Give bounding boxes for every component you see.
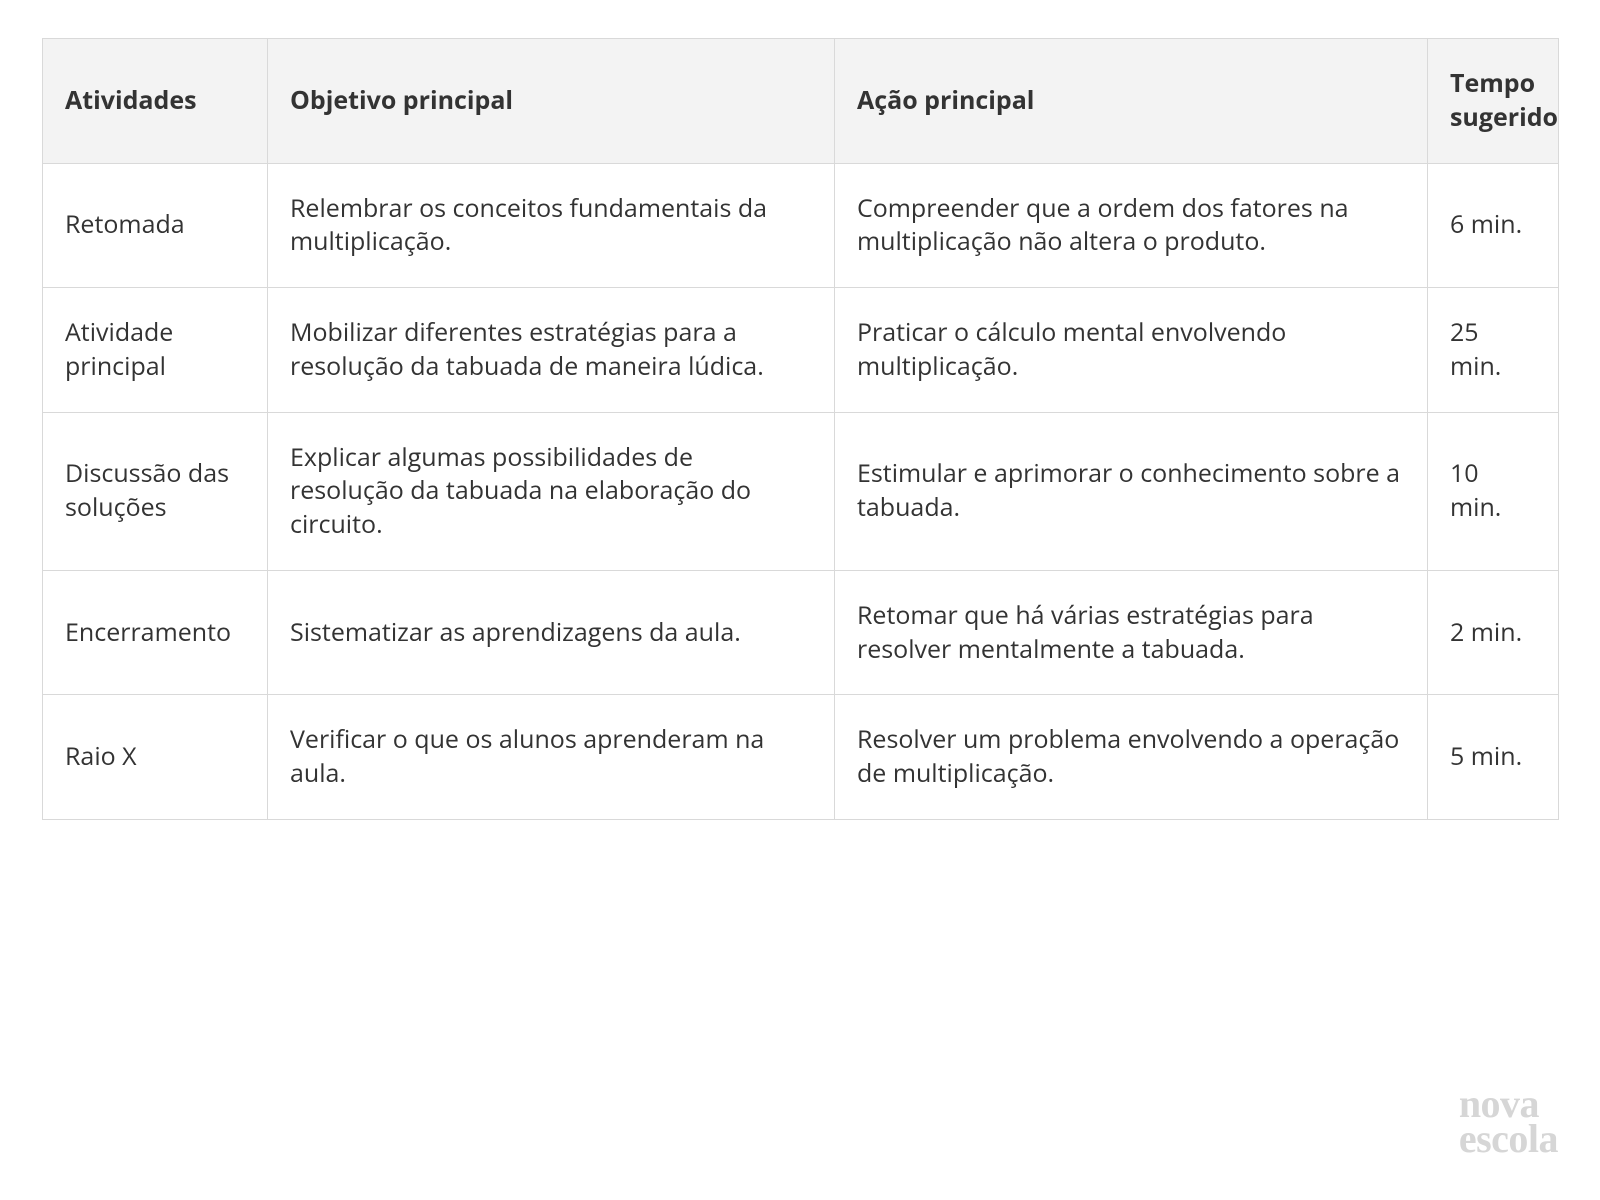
cell-activity: Encerramento bbox=[43, 570, 268, 695]
cell-action: Compreender que a ordem dos fatores na m… bbox=[835, 163, 1428, 288]
logo-line2: escola bbox=[1459, 1122, 1558, 1156]
cell-time: 25 min. bbox=[1428, 288, 1559, 413]
cell-activity: Atividade principal bbox=[43, 288, 268, 413]
cell-objective: Sistematizar as aprendizagens da aula. bbox=[268, 570, 835, 695]
cell-activity: Raio X bbox=[43, 695, 268, 820]
table-row: Atividade principal Mobilizar diferentes… bbox=[43, 288, 1559, 413]
cell-action: Retomar que há várias estratégias para r… bbox=[835, 570, 1428, 695]
cell-objective: Mobilizar diferentes estratégias para a … bbox=[268, 288, 835, 413]
cell-objective: Explicar algumas possibilidades de resol… bbox=[268, 412, 835, 570]
table-row: Discussão das soluções Explicar algumas … bbox=[43, 412, 1559, 570]
col-header-action: Ação principal bbox=[835, 39, 1428, 164]
cell-time: 2 min. bbox=[1428, 570, 1559, 695]
table-row: Raio X Verificar o que os alunos aprende… bbox=[43, 695, 1559, 820]
table-row: Encerramento Sistematizar as aprendizage… bbox=[43, 570, 1559, 695]
col-header-time: Tempo sugerido bbox=[1428, 39, 1559, 164]
col-header-activity: Atividades bbox=[43, 39, 268, 164]
nova-escola-logo: nova escola bbox=[1459, 1087, 1558, 1156]
cell-action: Resolver um problema envolvendo a operaç… bbox=[835, 695, 1428, 820]
cell-objective: Verificar o que os alunos aprenderam na … bbox=[268, 695, 835, 820]
lesson-plan-table: Atividades Objetivo principal Ação princ… bbox=[42, 38, 1559, 820]
col-header-objective: Objetivo principal bbox=[268, 39, 835, 164]
cell-objective: Relembrar os conceitos fundamentais da m… bbox=[268, 163, 835, 288]
table-header-row: Atividades Objetivo principal Ação princ… bbox=[43, 39, 1559, 164]
table-row: Retomada Relembrar os conceitos fundamen… bbox=[43, 163, 1559, 288]
cell-action: Estimular e aprimorar o conhecimento sob… bbox=[835, 412, 1428, 570]
cell-time: 5 min. bbox=[1428, 695, 1559, 820]
cell-activity: Retomada bbox=[43, 163, 268, 288]
cell-activity: Discussão das soluções bbox=[43, 412, 268, 570]
cell-time: 6 min. bbox=[1428, 163, 1559, 288]
cell-action: Praticar o cálculo mental envolvendo mul… bbox=[835, 288, 1428, 413]
cell-time: 10 min. bbox=[1428, 412, 1559, 570]
